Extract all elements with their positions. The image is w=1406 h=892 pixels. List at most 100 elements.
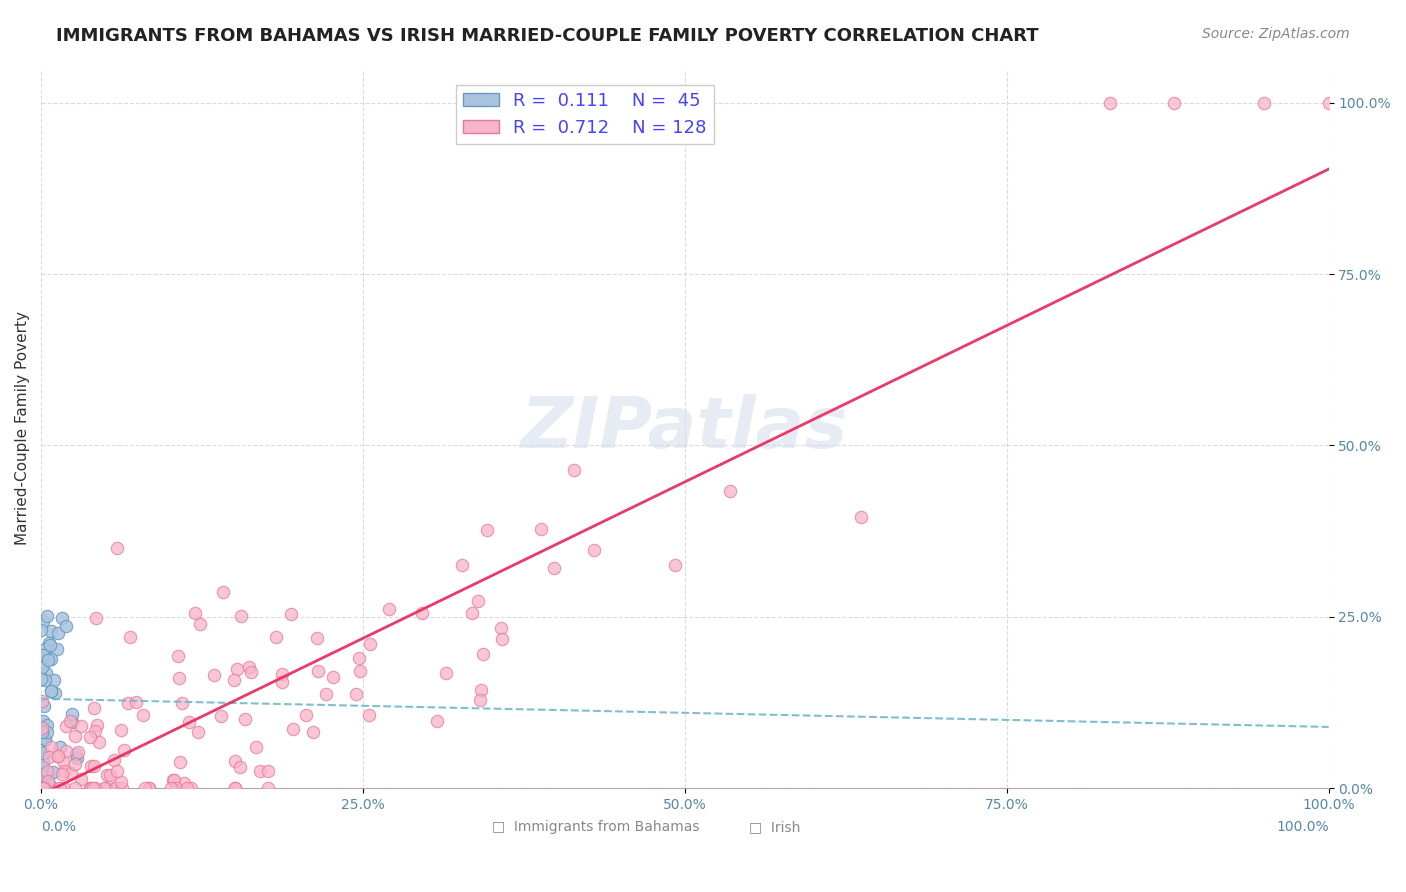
Point	[138, 781, 160, 796]
Text: 100.0%: 100.0%	[1277, 821, 1329, 834]
Point	[160, 781, 183, 796]
Point	[32, 724, 55, 739]
Point	[105, 541, 128, 556]
Point	[53, 781, 76, 796]
Point	[225, 662, 247, 676]
Point	[32, 781, 55, 796]
Point	[63, 729, 86, 743]
Point	[35, 717, 58, 731]
Point	[60, 766, 83, 780]
Text: Source: ZipAtlas.com: Source: ZipAtlas.com	[1202, 27, 1350, 41]
Point	[34, 781, 56, 796]
Point	[224, 781, 246, 796]
Point	[31, 756, 53, 771]
Point	[83, 781, 105, 796]
Point	[31, 615, 53, 629]
Point	[280, 607, 302, 622]
Point	[378, 602, 401, 616]
Text: IMMIGRANTS FROM BAHAMAS VS IRISH MARRIED-COUPLE FAMILY POVERTY CORRELATION CHART: IMMIGRANTS FROM BAHAMAS VS IRISH MARRIED…	[56, 27, 1039, 45]
Point	[257, 781, 280, 796]
Point	[111, 781, 134, 796]
Point	[167, 671, 190, 685]
Point	[55, 719, 77, 733]
Point	[55, 743, 77, 757]
Point	[87, 735, 110, 749]
Point	[543, 561, 565, 575]
Point	[233, 712, 256, 726]
Point	[86, 718, 108, 732]
Point	[105, 764, 128, 778]
Point	[315, 687, 337, 701]
Point	[202, 668, 225, 682]
Point	[349, 651, 371, 665]
Point	[39, 683, 62, 698]
Point	[30, 672, 52, 686]
Point	[31, 725, 53, 739]
Point	[172, 697, 194, 711]
Point	[38, 750, 60, 764]
Point	[224, 673, 246, 688]
Point	[39, 638, 62, 652]
Point	[48, 739, 70, 754]
Point	[32, 714, 55, 728]
Point	[124, 695, 146, 709]
Point	[31, 648, 53, 662]
Point	[359, 637, 381, 651]
Point	[67, 745, 90, 759]
Point	[34, 673, 56, 687]
Point	[231, 608, 253, 623]
Point	[110, 723, 132, 737]
Point	[83, 701, 105, 715]
Point	[475, 523, 498, 537]
Point	[562, 463, 585, 477]
Point	[79, 781, 101, 796]
Point	[31, 724, 53, 739]
Point	[46, 749, 69, 764]
Point	[224, 754, 246, 768]
Point	[35, 665, 58, 680]
Point	[138, 781, 160, 796]
Point	[184, 606, 207, 620]
Point	[34, 642, 56, 657]
Point	[63, 757, 86, 772]
Point	[51, 767, 73, 781]
Point	[1163, 95, 1185, 110]
Point	[281, 722, 304, 736]
Y-axis label: Married-Couple Family Poverty: Married-Couple Family Poverty	[15, 311, 30, 545]
Point	[664, 558, 686, 573]
Point	[104, 781, 127, 796]
Text: □  Irish: □ Irish	[749, 821, 800, 834]
Point	[467, 594, 489, 608]
Point	[42, 673, 65, 688]
Point	[359, 707, 381, 722]
Point	[48, 781, 70, 796]
Point	[249, 764, 271, 779]
Point	[39, 684, 62, 698]
Point	[31, 768, 53, 782]
Point	[103, 753, 125, 767]
Point	[60, 714, 83, 729]
Point	[470, 683, 492, 698]
Point	[32, 772, 55, 787]
Point	[35, 781, 58, 796]
Point	[257, 764, 280, 779]
Point	[718, 484, 741, 499]
Point	[32, 648, 55, 663]
Point	[112, 742, 135, 756]
Point	[65, 747, 87, 761]
Point	[245, 739, 267, 754]
Point	[63, 781, 86, 796]
Point	[180, 781, 202, 796]
Point	[165, 781, 187, 796]
Point	[70, 772, 93, 787]
Point	[1098, 95, 1121, 110]
Point	[83, 759, 105, 773]
Point	[104, 781, 127, 796]
Point	[470, 693, 492, 707]
Legend: R =  0.111    N =  45, R =  0.712    N = 128: R = 0.111 N = 45, R = 0.712 N = 128	[456, 85, 714, 145]
Point	[322, 670, 344, 684]
Point	[240, 665, 263, 680]
Point	[42, 765, 65, 780]
Point	[30, 623, 52, 637]
Point	[52, 764, 75, 779]
